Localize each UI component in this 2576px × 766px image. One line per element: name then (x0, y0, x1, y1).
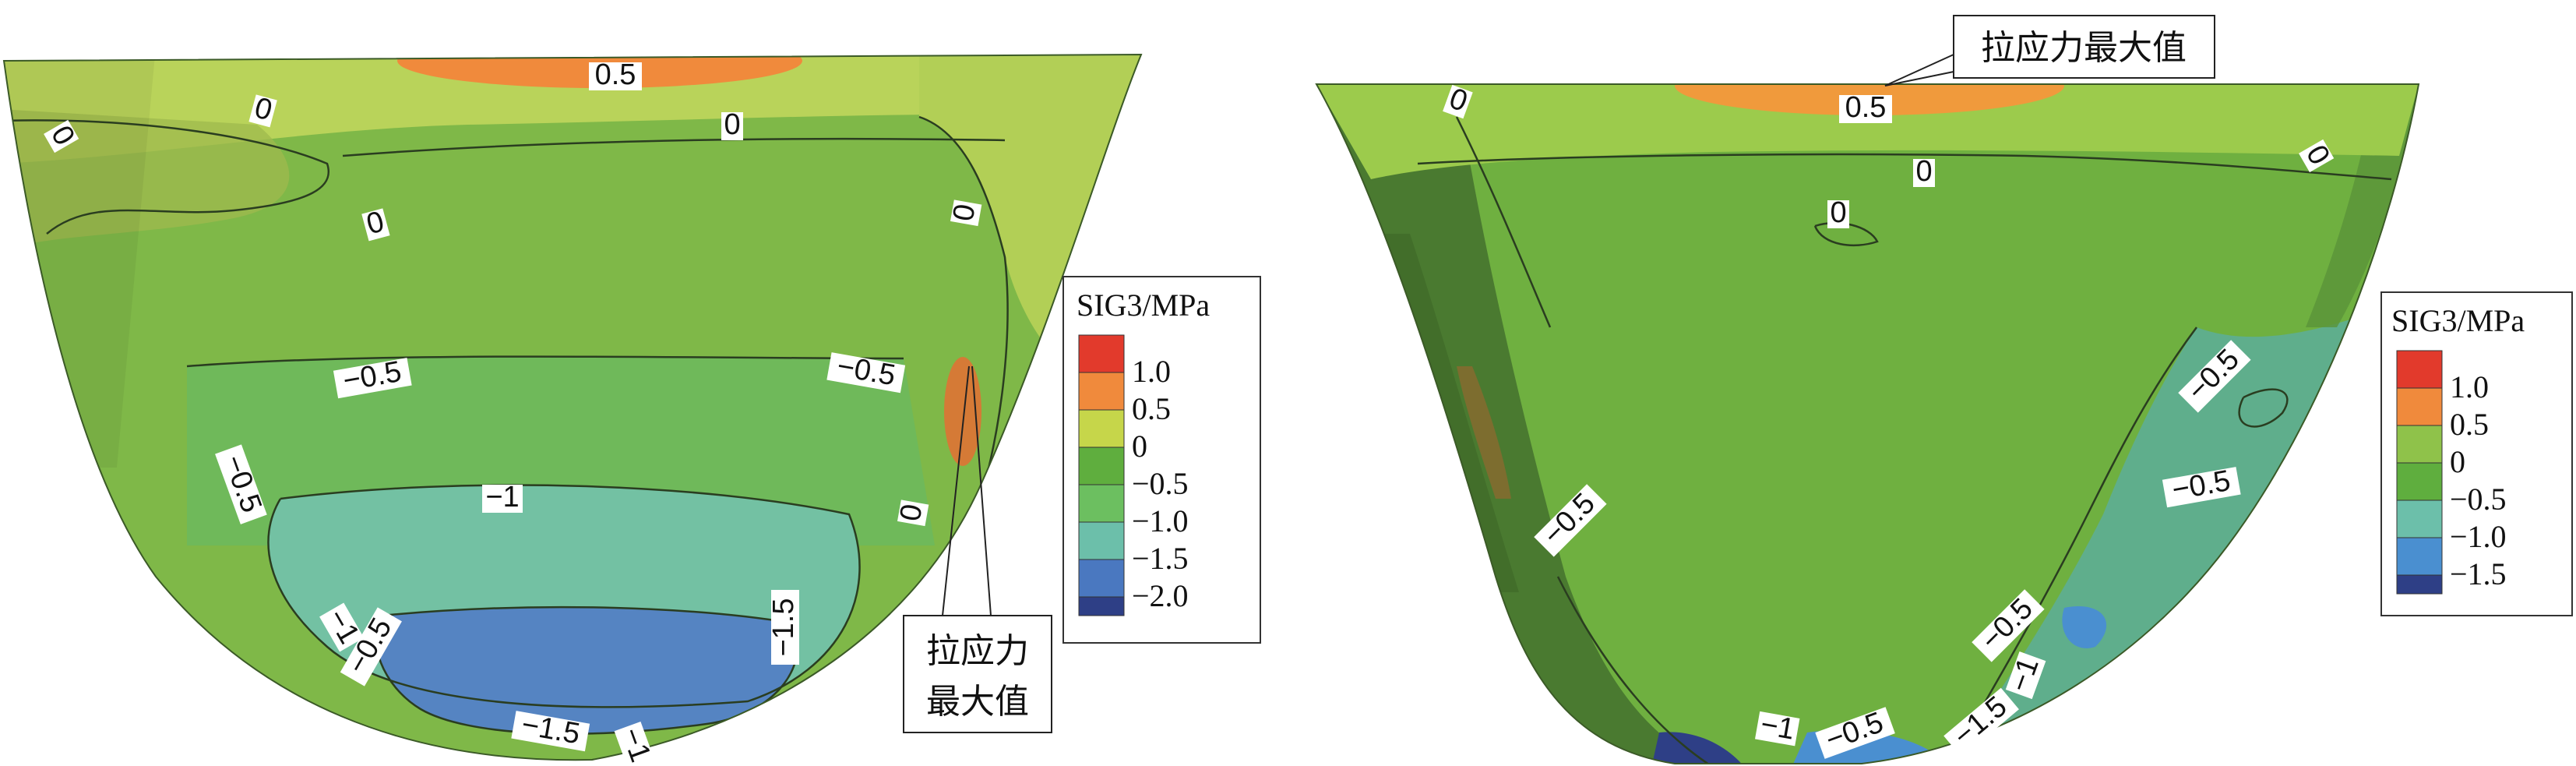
legend-swatch (2396, 462, 2443, 501)
left-legend: SIG3/MPa 1.00.50−0.5−1.0−1.5−2.0 (1062, 276, 1261, 644)
legend-swatch (2396, 350, 2443, 389)
legend-title: SIG3/MPa (1077, 288, 1210, 323)
contour-label: −1 (485, 481, 519, 514)
callout-line-1: 拉应力 (926, 631, 1029, 671)
legend-swatch (1078, 484, 1125, 523)
legend-swatch (1078, 596, 1125, 616)
legend-label: −0.5 (1132, 466, 1189, 501)
contour-label: 0 (1915, 155, 1932, 188)
legend-label: 0 (2450, 444, 2465, 479)
legend-swatch (1078, 372, 1125, 411)
legend-label: −2.0 (1132, 578, 1189, 613)
contour-label: 0 (724, 108, 740, 141)
left-dam-contour: 0.5 0 0 0 0 0 −0.5 −0.5 −0.5 −1 −1.5 −1.… (2, 53, 1261, 766)
callout-text: 拉应力最大值 (1981, 28, 2187, 68)
legend-swatch (1078, 334, 1125, 373)
legend-swatch (2396, 425, 2443, 464)
legend-label: −1.0 (1132, 503, 1189, 538)
right-contour-labels: 0.5 0 0 0 0 −0.5 −0.5 −0.5 −0.5 −1 −0.5 … (1443, 82, 2336, 759)
legend-swatch (1078, 409, 1125, 448)
legend-swatch (1078, 559, 1125, 598)
legend-label: 1.0 (1132, 354, 1171, 389)
contour-label: −1 (1758, 708, 1797, 747)
legend-swatch (2396, 499, 2443, 538)
contour-label: 0.5 (1845, 91, 1887, 124)
right-max-tension-callout: 拉应力最大值 (1884, 15, 2215, 86)
legend-swatch (2396, 537, 2443, 576)
left-max-tension-callout: 拉应力 最大值 (903, 365, 1052, 733)
legend-label: 0 (1132, 429, 1147, 464)
legend-label: 0.5 (1132, 391, 1171, 426)
right-legend: SIG3/MPa 1.00.50−0.5−1.0−1.5 (2380, 291, 2573, 616)
contour-label: 0.5 (595, 58, 636, 91)
legend-label: 1.0 (2450, 369, 2489, 404)
legend-swatch (1078, 447, 1125, 485)
legend-title: SIG3/MPa (2391, 303, 2525, 338)
legend-swatch (2396, 574, 2443, 595)
legend-label: −0.5 (2450, 482, 2507, 517)
legend-swatch (1078, 521, 1125, 560)
contour-label: −1.5 (767, 598, 800, 656)
right-dam-contour: 0.5 0 0 0 0 −0.5 −0.5 −0.5 −0.5 −1 −0.5 … (1315, 15, 2573, 764)
legend-label: −1.5 (2450, 556, 2507, 591)
legend-label: −1.5 (1132, 541, 1189, 576)
legend-swatch (2396, 387, 2443, 426)
legend-label: 0.5 (2450, 407, 2489, 442)
callout-line-2: 最大值 (926, 682, 1029, 722)
contour-label: 0 (1830, 196, 1846, 229)
legend-label: −1.0 (2450, 519, 2507, 554)
